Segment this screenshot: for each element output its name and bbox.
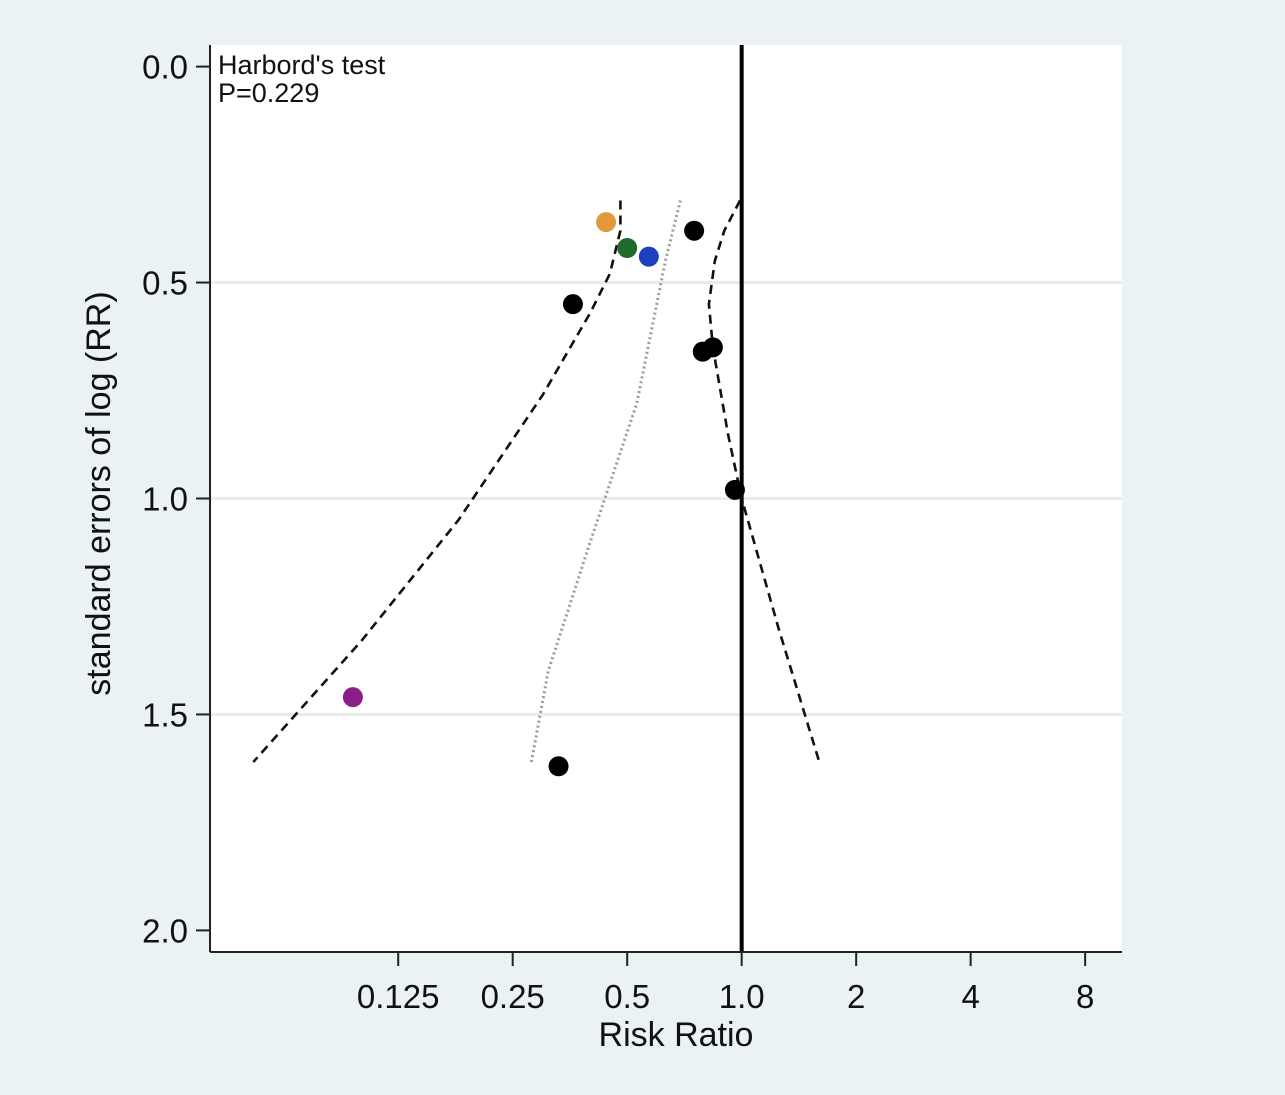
study-point <box>596 212 617 233</box>
x-tick-label: 1.0 <box>719 978 765 1015</box>
study-point <box>684 220 705 241</box>
labels: 0.0 0.5 1.0 1.5 2.0 0.125 0.25 0.5 1.0 2 4 8 Risk Ra… <box>80 49 1094 1054</box>
study-points <box>342 212 745 777</box>
regression-line <box>529 200 682 763</box>
y-tick-label: 1.0 <box>142 481 188 518</box>
confidence-limit-line <box>252 200 622 763</box>
grid-lines <box>210 281 1122 716</box>
x-tick-label: 2 <box>847 978 865 1015</box>
x-tick-label: 0.5 <box>604 978 650 1015</box>
study-point <box>692 341 713 362</box>
annotation-test-name: Harbord's test <box>218 50 386 80</box>
study-point <box>342 687 363 708</box>
y-axis-title: standard errors of log (RR) <box>80 291 118 695</box>
study-point <box>617 237 638 258</box>
axes <box>196 45 1122 966</box>
x-tick-label: 0.25 <box>481 978 545 1015</box>
study-point <box>548 756 569 777</box>
y-tick-label: 0.5 <box>142 265 188 302</box>
x-tick-label: 0.125 <box>357 978 440 1015</box>
study-point <box>724 479 745 500</box>
x-tick-label: 4 <box>961 978 979 1015</box>
y-tick-label: 2.0 <box>142 912 188 949</box>
x-axis-title: Risk Ratio <box>599 1016 754 1054</box>
y-tick-label: 1.5 <box>142 696 188 733</box>
x-tick-label: 8 <box>1076 978 1094 1015</box>
annotation-p-value: P=0.229 <box>218 78 319 108</box>
study-point <box>562 294 583 315</box>
study-point <box>638 246 659 267</box>
y-tick-label: 0.0 <box>142 49 188 86</box>
